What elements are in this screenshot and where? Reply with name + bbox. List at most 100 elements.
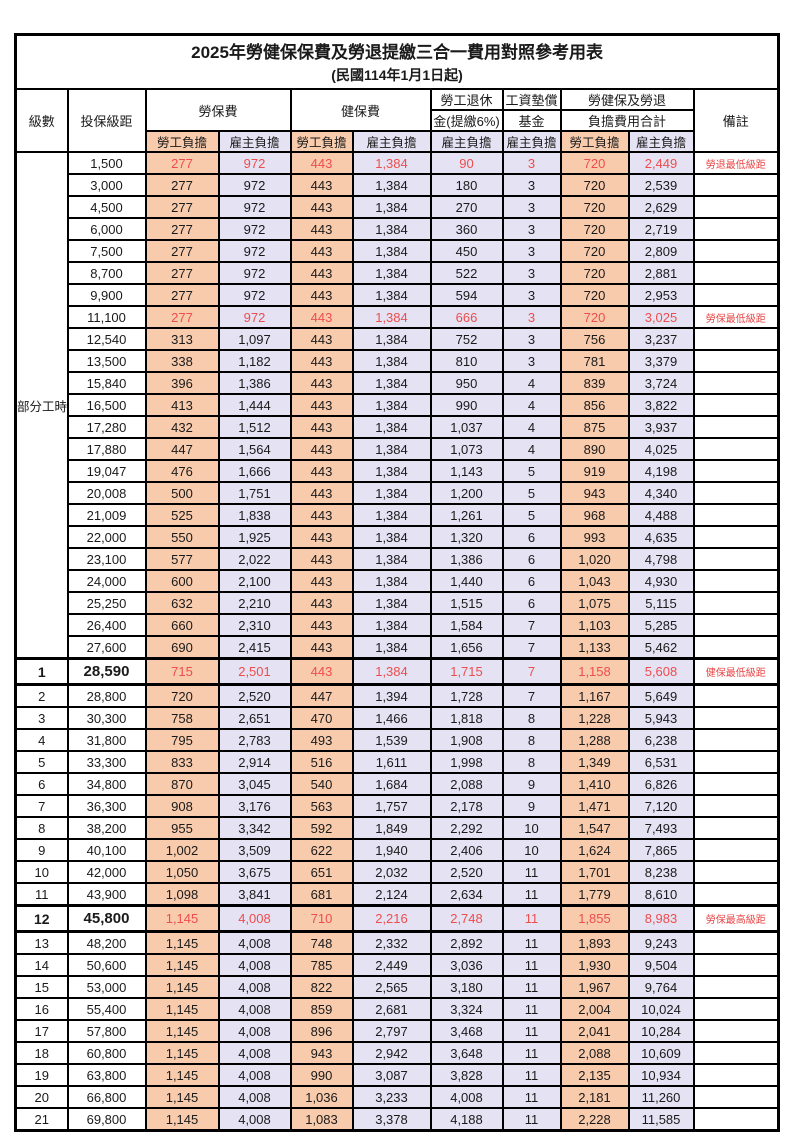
cell-pension-employer: 990	[429, 393, 504, 417]
cell-level: 20	[14, 1085, 69, 1109]
cell-remark: 勞保最低級距	[692, 305, 780, 329]
cell-total-employer: 3,237	[627, 327, 695, 351]
cell-remark	[692, 1085, 780, 1109]
cell-labor-insurance-employer: 972	[217, 239, 292, 263]
cell-remark	[692, 283, 780, 307]
table-row: 部分工時 1,500 277 972 443 1,384 90 3 720 2,449 勞退最低級距	[14, 151, 780, 660]
cell-pension-employer: 2,520	[429, 860, 504, 884]
cell-total-employee: 1,103	[559, 613, 630, 637]
cell-health-insurance-employee: 443	[289, 657, 354, 686]
cell-remark: 勞退最低級距	[692, 151, 780, 175]
cell-level: 6	[14, 772, 69, 796]
table-row: 5 33,300 833 2,914 516 1,611 1,998 8 1,349 6,531	[14, 750, 780, 774]
cell-pension-employer: 1,656	[429, 635, 504, 660]
cell-bracket: 45,800	[66, 904, 147, 933]
cell-labor-insurance-employee: 1,145	[144, 904, 220, 933]
cell-labor-insurance-employee: 1,145	[144, 1107, 220, 1132]
table-row: 22,000 550 1,925 443 1,384 1,320 6 993 4,635	[16, 525, 780, 549]
cell-labor-insurance-employee: 795	[144, 728, 220, 752]
table-row: 27,600 690 2,415 443 1,384 1,656 7 1,133 5,462	[16, 635, 780, 660]
cell-wage-fund-employer: 11	[501, 1063, 562, 1087]
cell-pension-employer: 1,715	[429, 657, 504, 686]
cell-labor-insurance-employer: 3,509	[217, 838, 292, 862]
cell-health-insurance-employer: 2,124	[351, 882, 432, 907]
cell-health-insurance-employer: 1,384	[351, 613, 432, 637]
cell-pension-employer: 2,748	[429, 904, 504, 933]
cell-pension-employer: 1,818	[429, 706, 504, 730]
cell-bracket: 55,400	[66, 997, 147, 1021]
cell-pension-employer: 4,188	[429, 1107, 504, 1132]
table-row: 7 36,300 908 3,176 563 1,757 2,178 9 1,471 7,120	[14, 794, 780, 818]
cell-level: 15	[14, 975, 69, 999]
cell-remark	[692, 591, 780, 615]
cell-remark	[692, 750, 780, 774]
cell-wage-fund-employer: 10	[501, 838, 562, 862]
cell-pension-employer: 752	[429, 327, 504, 351]
cell-health-insurance-employer: 3,233	[351, 1085, 432, 1109]
cell-bracket: 3,000	[66, 173, 147, 197]
table-row: 4 31,800 795 2,783 493 1,539 1,908 8 1,288 6,238	[14, 728, 780, 752]
cell-remark	[692, 327, 780, 351]
table-row: 2 28,800 720 2,520 447 1,394 1,728 7 1,167 5,649	[14, 683, 780, 708]
cell-pension-employer: 3,180	[429, 975, 504, 999]
cell-total-employee: 856	[559, 393, 630, 417]
cell-labor-insurance-employer: 4,008	[217, 1041, 292, 1065]
cell-labor-insurance-employer: 972	[217, 305, 292, 329]
cell-bracket: 9,900	[66, 283, 147, 307]
cell-labor-insurance-employee: 1,098	[144, 882, 220, 907]
cell-total-employee: 720	[559, 151, 630, 175]
cell-wage-fund-employer: 3	[501, 327, 562, 351]
cell-total-employer: 3,379	[627, 349, 695, 373]
cell-labor-insurance-employee: 413	[144, 393, 220, 417]
fee-reference-table: 2025年勞健保保費及勞退提繳三合一費用對照參考用表 (民國114年1月1日起)…	[14, 33, 781, 1132]
cell-labor-insurance-employee: 476	[144, 459, 220, 483]
cell-total-employee: 1,893	[559, 930, 630, 955]
cell-bracket: 24,000	[66, 569, 147, 593]
cell-total-employee: 1,547	[559, 816, 630, 840]
cell-labor-insurance-employee: 277	[144, 151, 220, 175]
table-row: 8,700 277 972 443 1,384 522 3 720 2,881	[16, 261, 780, 285]
cell-bracket: 12,540	[66, 327, 147, 351]
cell-labor-insurance-employer: 2,310	[217, 613, 292, 637]
cell-health-insurance-employee: 443	[289, 547, 354, 571]
cell-pension-employer: 1,320	[429, 525, 504, 549]
cell-wage-fund-employer: 11	[501, 1041, 562, 1065]
cell-health-insurance-employee: 990	[289, 1063, 354, 1087]
cell-health-insurance-employer: 1,384	[351, 415, 432, 439]
table-row: 17,280 432 1,512 443 1,384 1,037 4 875 3,937	[16, 415, 780, 439]
cell-pension-employer: 2,406	[429, 838, 504, 862]
cell-health-insurance-employee: 443	[289, 393, 354, 417]
cell-remark	[692, 569, 780, 593]
cell-labor-insurance-employer: 4,008	[217, 975, 292, 999]
cell-health-insurance-employer: 1,384	[351, 459, 432, 483]
cell-labor-insurance-employer: 2,520	[217, 683, 292, 708]
cell-remark	[692, 195, 780, 219]
cell-labor-insurance-employer: 972	[217, 195, 292, 219]
cell-labor-insurance-employer: 4,008	[217, 1019, 292, 1043]
cell-labor-insurance-employer: 4,008	[217, 997, 292, 1021]
cell-bracket: 43,900	[66, 882, 147, 907]
cell-health-insurance-employer: 2,032	[351, 860, 432, 884]
cell-wage-fund-employer: 3	[501, 283, 562, 307]
cell-labor-insurance-employer: 4,008	[217, 1107, 292, 1132]
cell-remark	[692, 547, 780, 571]
table-row: 9,900 277 972 443 1,384 594 3 720 2,953	[16, 283, 780, 307]
cell-wage-fund-employer: 5	[501, 481, 562, 505]
cell-total-employer: 4,198	[627, 459, 695, 483]
cell-health-insurance-employee: 516	[289, 750, 354, 774]
cell-health-insurance-employee: 443	[289, 635, 354, 660]
cell-pension-employer: 1,584	[429, 613, 504, 637]
table-row: 24,000 600 2,100 443 1,384 1,440 6 1,043 4,930	[16, 569, 780, 593]
cell-total-employer: 7,493	[627, 816, 695, 840]
cell-wage-fund-employer: 10	[501, 816, 562, 840]
cell-pension-employer: 666	[429, 305, 504, 329]
cell-health-insurance-employer: 3,087	[351, 1063, 432, 1087]
cell-labor-insurance-employee: 1,145	[144, 1085, 220, 1109]
cell-labor-insurance-employer: 3,841	[217, 882, 292, 907]
cell-total-employee: 2,135	[559, 1063, 630, 1087]
cell-pension-employer: 1,261	[429, 503, 504, 527]
cell-bracket: 17,880	[66, 437, 147, 461]
cell-health-insurance-employer: 1,384	[351, 261, 432, 285]
cell-remark	[692, 1063, 780, 1087]
